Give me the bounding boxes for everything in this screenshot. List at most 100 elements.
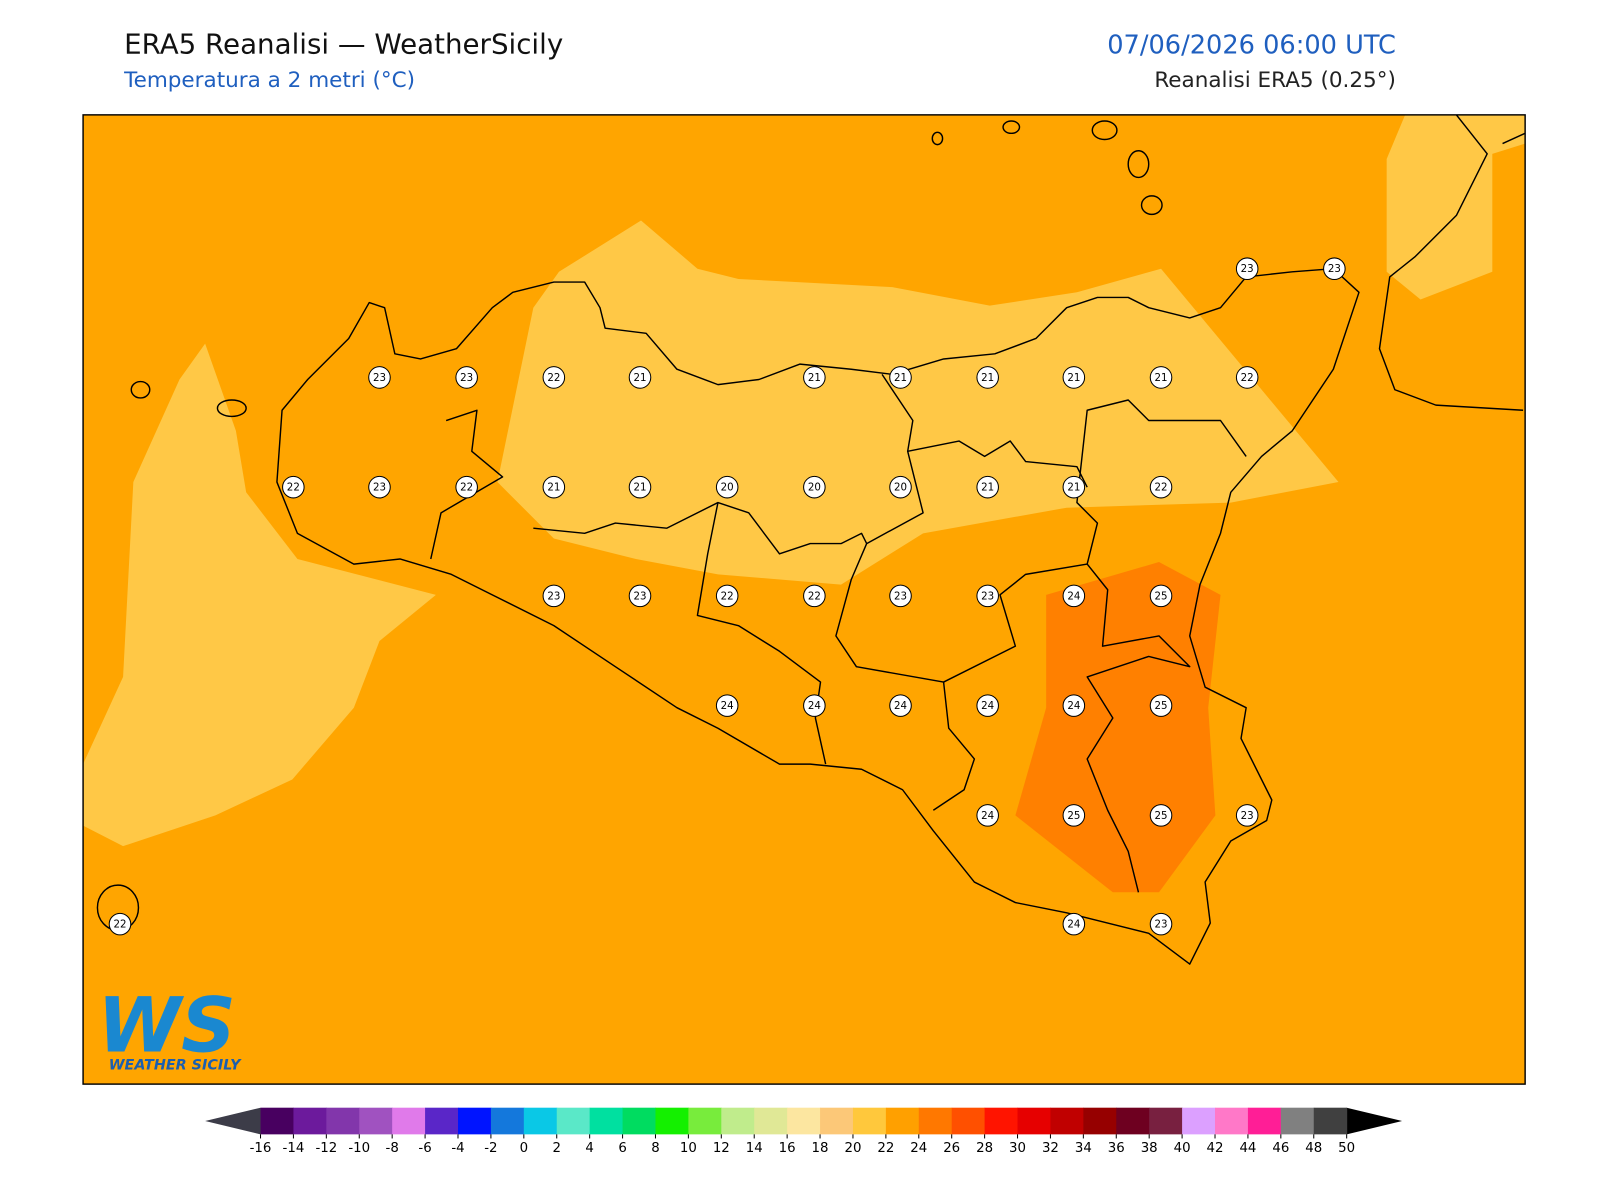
- station-value: 23: [1241, 810, 1254, 822]
- station-marker: [628, 584, 652, 608]
- subtitle: Temperatura a 2 metri (°C): [123, 68, 415, 93]
- station-marker: [542, 366, 566, 389]
- colorbar-segment: [754, 1107, 788, 1135]
- colorbar-segment: [1280, 1107, 1315, 1135]
- station-marker: [542, 475, 566, 499]
- province-border: [907, 440, 1088, 488]
- coastline: [1502, 132, 1526, 145]
- colorbar-label: 26: [943, 1141, 960, 1156]
- island: [130, 380, 151, 399]
- colorbar-segment: [326, 1107, 360, 1135]
- colorbar-segment: [523, 1107, 558, 1135]
- station-marker: [976, 366, 999, 389]
- colorbar-label: 36: [1108, 1141, 1125, 1156]
- station-value: 25: [1155, 590, 1168, 602]
- colorbar-segment: [721, 1107, 755, 1135]
- station-value: 25: [1155, 700, 1168, 712]
- field-light: [1386, 114, 1526, 300]
- colorbar-segment: [1182, 1107, 1216, 1135]
- station-marker: [1149, 475, 1173, 499]
- station-marker: [628, 475, 652, 499]
- station-value: 20: [721, 482, 734, 494]
- station-value: 23: [633, 590, 646, 602]
- station-value: 23: [373, 482, 386, 494]
- colorbar-segment: [622, 1107, 656, 1135]
- colorbar-segment: [984, 1107, 1019, 1135]
- colorbar-segment: [392, 1107, 426, 1135]
- map: 23 23 23 23 22 21 21 21 21 21 21 22 22 23 22 21 21 20 20 20…: [83, 114, 1526, 1085]
- colorbar-label: -6: [418, 1141, 431, 1156]
- colorbar-segment: [425, 1107, 459, 1135]
- colorbar-label: 24: [910, 1141, 927, 1156]
- colorbar-extend: [205, 1107, 261, 1135]
- station-value: 22: [460, 482, 473, 494]
- station-value: 24: [1067, 700, 1080, 712]
- colorbar-label: 44: [1239, 1141, 1256, 1156]
- colorbar-segment: [359, 1107, 393, 1135]
- colorbar-label: -2: [484, 1141, 497, 1156]
- station-marker: [715, 475, 739, 499]
- colorbar-label: 20: [844, 1141, 861, 1156]
- station-value: 21: [1067, 372, 1080, 384]
- station-value: 24: [721, 700, 734, 712]
- station-marker: [1149, 804, 1173, 827]
- station-value: 22: [721, 590, 734, 602]
- colorbar-segment: [852, 1107, 887, 1135]
- colorbar-label: 48: [1305, 1141, 1322, 1156]
- station-marker: [976, 694, 999, 717]
- station-marker: [282, 475, 305, 499]
- island: [1127, 150, 1150, 179]
- station-marker: [1149, 366, 1173, 389]
- station-marker: [1062, 475, 1086, 499]
- station-value: 21: [894, 372, 907, 384]
- station-marker: [1235, 366, 1259, 389]
- colorbar-label: 2: [552, 1141, 560, 1156]
- colorbar-segment: [1313, 1107, 1348, 1135]
- colorbar-label: 30: [1009, 1141, 1026, 1156]
- station-marker: [1062, 584, 1086, 608]
- colorbar-segment: [787, 1107, 821, 1135]
- datetime: 07/06/2026 06:00 UTC: [1107, 30, 1396, 60]
- colorbar-label: 6: [618, 1141, 626, 1156]
- colorbar-segment: [1017, 1107, 1051, 1135]
- colorbar-label: 8: [651, 1141, 659, 1156]
- station-value: 21: [1067, 482, 1080, 494]
- colorbar-label: 16: [779, 1141, 796, 1156]
- province-border: [932, 681, 976, 811]
- station-marker: [715, 584, 739, 608]
- colorbar-label: 38: [1141, 1141, 1158, 1156]
- map-frame: [82, 114, 1526, 1085]
- colorbar-label: 40: [1174, 1141, 1191, 1156]
- colorbar-segment: [1083, 1107, 1117, 1135]
- colorbar-label: -14: [283, 1141, 305, 1156]
- station-marker: [889, 366, 912, 389]
- station-value: 22: [1155, 482, 1168, 494]
- colorbar-label: 14: [746, 1141, 763, 1156]
- station-marker: [455, 366, 478, 389]
- station-value: 23: [894, 590, 907, 602]
- colorbar-segment: [293, 1107, 327, 1135]
- province-border: [533, 501, 868, 555]
- title: ERA5 Reanalisi — WeatherSicily: [124, 27, 563, 60]
- station-marker: [1235, 804, 1259, 827]
- station-value: 20: [808, 482, 821, 494]
- colorbar: -16 -14 -12 -10 -8 -6 -4 -2 0 2 4 6 8 10 12 14 16 18 20 22 2…: [205, 1107, 1403, 1156]
- station-marker: [889, 584, 912, 608]
- station-value: 24: [981, 810, 994, 822]
- colorbar-segment: [655, 1107, 689, 1135]
- island: [1091, 120, 1118, 141]
- colorbar-segment: [490, 1107, 525, 1135]
- station-value: 23: [1328, 263, 1341, 275]
- logo: WS: [97, 981, 235, 1069]
- island: [216, 399, 247, 418]
- station-marker: [976, 804, 999, 827]
- station-value: 22: [287, 482, 300, 494]
- colorbar-label: 34: [1075, 1141, 1092, 1156]
- station-marker: [368, 475, 391, 499]
- station-marker: [889, 694, 912, 717]
- colorbar-label: 12: [713, 1141, 730, 1156]
- colorbar-segment: [1116, 1107, 1150, 1135]
- colorbar-label: -12: [315, 1141, 337, 1156]
- colorbar-segment: [688, 1107, 722, 1135]
- island: [1140, 195, 1163, 216]
